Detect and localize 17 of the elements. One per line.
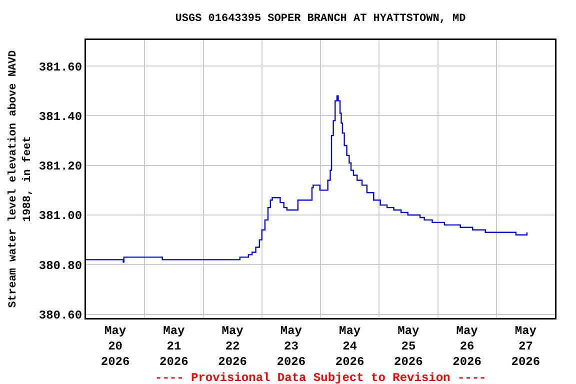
y-tick-label: 381.00 — [38, 209, 82, 224]
y-tick-label: 381.60 — [38, 60, 82, 74]
y-axis-title: Stream water level elevation above NAVD 1988, in feet — [7, 50, 34, 308]
x-tick-label: May 20 2026 — [100, 324, 130, 370]
chart-title: USGS 01643395 SOPER BRANCH AT HYATTSTOWN, MD — [175, 13, 466, 26]
x-tick-label: May 23 2026 — [276, 324, 306, 370]
y-tick-label: 380.60 — [38, 308, 82, 322]
x-tick-label: May 21 2026 — [160, 324, 188, 370]
y-tick-label: 381.20 — [38, 160, 82, 174]
x-tick-label: May 26 2026 — [452, 324, 482, 370]
y-tick-label: 380.80 — [38, 258, 82, 273]
text: ---- Provisional Data Subject to Revision ---- — [155, 371, 486, 384]
x-tick-label: May 24 2026 — [335, 324, 364, 370]
y-tick-label: 381.40 — [38, 110, 82, 124]
x-tick-label: May 25 2026 — [394, 324, 423, 370]
x-tick-label: May 22 2026 — [218, 324, 247, 370]
x-tick-label: May 27 2026 — [511, 324, 540, 370]
